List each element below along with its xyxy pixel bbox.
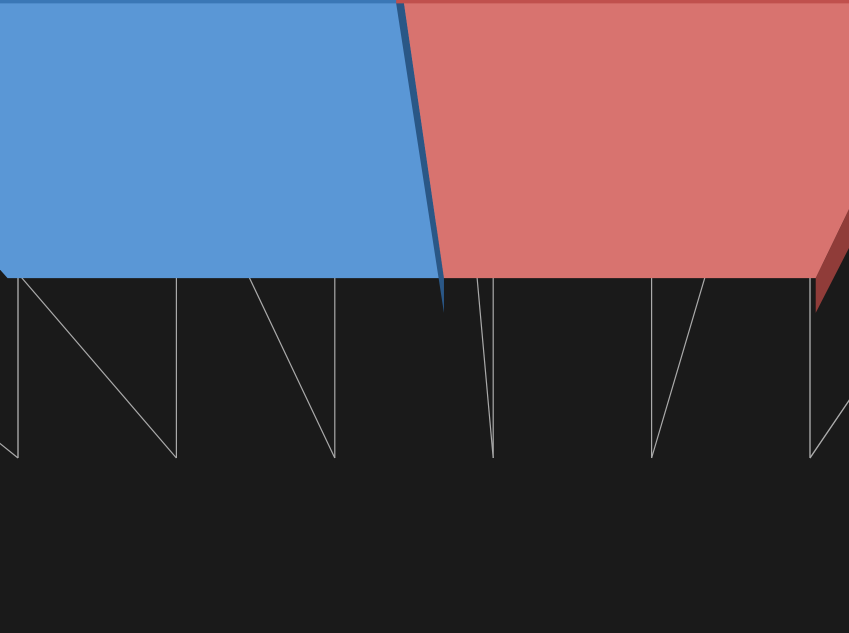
bar-5-a-top <box>0 0 444 278</box>
stacked-bar-3d-chart <box>0 0 849 633</box>
bar-5-a-front <box>0 0 396 3</box>
bar-5-b-front <box>396 0 849 3</box>
bar-5-b-top <box>396 0 849 278</box>
